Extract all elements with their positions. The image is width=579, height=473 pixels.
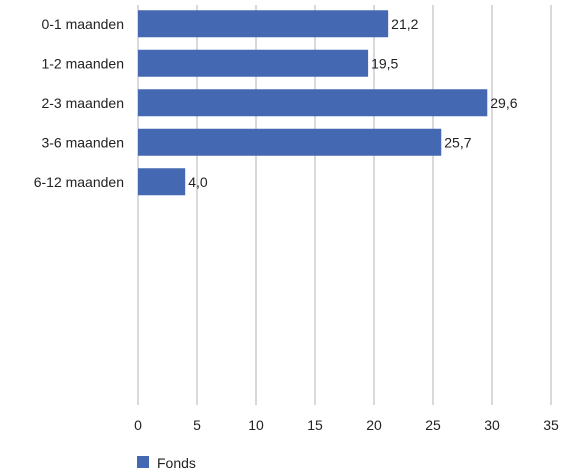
x-tick-label: 15 (307, 417, 323, 433)
bar (138, 49, 369, 77)
x-tick-label: 30 (484, 417, 500, 433)
data-label: 19,5 (371, 55, 398, 71)
x-tick-label: 5 (193, 417, 201, 433)
legend-label: Fonds (157, 455, 196, 471)
x-tick-label: 25 (425, 417, 441, 433)
category-label: 3-6 maanden (41, 134, 124, 150)
bar (138, 128, 442, 156)
x-tick-label: 0 (134, 417, 142, 433)
data-label: 25,7 (444, 134, 471, 150)
data-labels: 21,2 19,5 29,6 25,7 4,0 (188, 16, 518, 190)
bars (138, 10, 488, 196)
category-label: 0-1 maanden (41, 16, 124, 32)
data-label: 21,2 (391, 16, 418, 32)
category-label: 2-3 maanden (41, 95, 124, 111)
data-label: 29,6 (490, 95, 517, 111)
legend-swatch (137, 456, 149, 468)
category-label: 6-12 maanden (34, 174, 124, 190)
legend: Fonds (137, 455, 196, 471)
x-tick-labels: 0 5 10 15 20 25 30 35 (134, 417, 559, 433)
bar (138, 89, 488, 117)
x-tick-label: 35 (543, 417, 559, 433)
x-tick-label: 10 (248, 417, 264, 433)
x-tick-label: 20 (366, 417, 382, 433)
bar (138, 10, 389, 38)
category-labels: 0-1 maanden 1-2 maanden 2-3 maanden 3-6 maa… (34, 16, 124, 190)
bar (138, 168, 186, 196)
data-label: 4,0 (188, 174, 208, 190)
category-label: 1-2 maanden (41, 55, 124, 71)
